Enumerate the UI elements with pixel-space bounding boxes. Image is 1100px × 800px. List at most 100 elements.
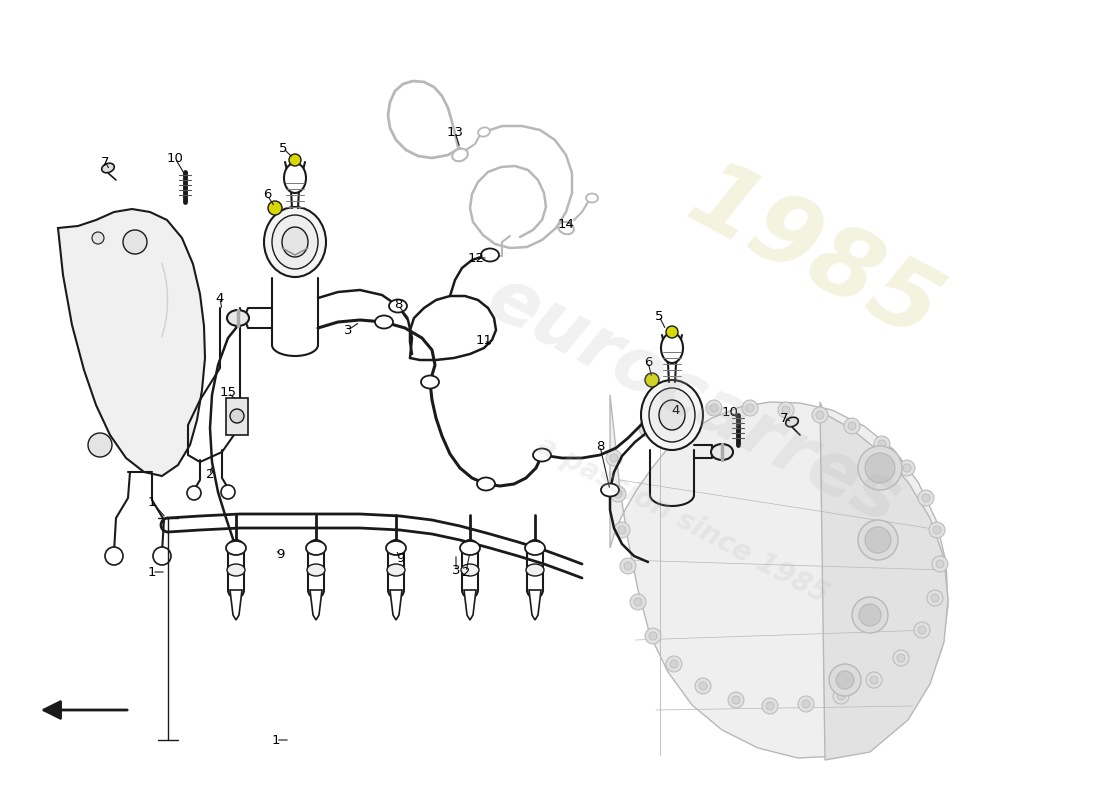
Ellipse shape xyxy=(386,541,406,555)
Circle shape xyxy=(837,692,845,700)
Text: 10: 10 xyxy=(166,151,184,165)
Circle shape xyxy=(932,556,948,572)
Circle shape xyxy=(852,597,888,633)
Circle shape xyxy=(836,671,854,689)
Text: 10: 10 xyxy=(722,406,738,418)
Text: 5: 5 xyxy=(654,310,663,322)
Circle shape xyxy=(230,409,244,423)
Circle shape xyxy=(896,654,905,662)
Circle shape xyxy=(899,460,915,476)
Circle shape xyxy=(153,547,170,565)
Circle shape xyxy=(614,522,630,538)
Ellipse shape xyxy=(389,299,407,313)
Circle shape xyxy=(742,400,758,416)
Circle shape xyxy=(870,676,878,684)
Circle shape xyxy=(746,404,754,412)
Circle shape xyxy=(606,450,621,466)
Polygon shape xyxy=(820,402,948,760)
Circle shape xyxy=(858,520,898,560)
Circle shape xyxy=(766,702,774,710)
Ellipse shape xyxy=(478,127,490,137)
Circle shape xyxy=(666,326,678,338)
Circle shape xyxy=(844,418,860,434)
Circle shape xyxy=(268,201,282,215)
Circle shape xyxy=(893,650,909,666)
Circle shape xyxy=(666,656,682,672)
Circle shape xyxy=(833,688,849,704)
Circle shape xyxy=(630,594,646,610)
Ellipse shape xyxy=(387,564,405,576)
Circle shape xyxy=(918,626,926,634)
Text: 1: 1 xyxy=(272,734,280,746)
Text: 7: 7 xyxy=(780,411,789,425)
Text: 4: 4 xyxy=(216,291,224,305)
Ellipse shape xyxy=(452,149,468,162)
Text: a passion since 1985: a passion since 1985 xyxy=(531,431,833,609)
Circle shape xyxy=(620,558,636,574)
Polygon shape xyxy=(390,590,402,620)
Circle shape xyxy=(878,440,886,448)
Text: 9: 9 xyxy=(276,547,284,561)
Ellipse shape xyxy=(282,227,308,257)
Polygon shape xyxy=(464,590,476,620)
Circle shape xyxy=(778,402,794,418)
Text: 4: 4 xyxy=(672,403,680,417)
Ellipse shape xyxy=(525,541,544,555)
Ellipse shape xyxy=(227,564,245,576)
Circle shape xyxy=(914,622,929,638)
Circle shape xyxy=(859,604,881,626)
Circle shape xyxy=(732,696,740,704)
Circle shape xyxy=(123,230,147,254)
Ellipse shape xyxy=(481,249,499,262)
Ellipse shape xyxy=(558,222,574,234)
Circle shape xyxy=(802,700,810,708)
Circle shape xyxy=(798,696,814,712)
Polygon shape xyxy=(230,590,242,620)
Circle shape xyxy=(698,682,707,690)
Text: 12: 12 xyxy=(468,251,484,265)
Circle shape xyxy=(671,403,689,421)
Circle shape xyxy=(187,486,201,500)
Ellipse shape xyxy=(586,194,598,202)
Ellipse shape xyxy=(264,207,326,277)
Text: 7: 7 xyxy=(101,155,109,169)
Ellipse shape xyxy=(227,310,249,326)
Ellipse shape xyxy=(101,163,114,173)
Ellipse shape xyxy=(659,400,685,430)
Text: 2: 2 xyxy=(206,469,214,482)
Ellipse shape xyxy=(375,315,393,329)
Circle shape xyxy=(706,400,722,416)
Polygon shape xyxy=(226,398,248,435)
Ellipse shape xyxy=(526,564,544,576)
Circle shape xyxy=(936,560,944,568)
Circle shape xyxy=(829,664,861,696)
Ellipse shape xyxy=(226,541,246,555)
Circle shape xyxy=(610,486,626,502)
Text: 6: 6 xyxy=(263,189,272,202)
Ellipse shape xyxy=(661,333,683,363)
Text: 1985: 1985 xyxy=(673,151,955,361)
Text: 1: 1 xyxy=(147,566,156,578)
Ellipse shape xyxy=(641,380,703,450)
Text: 8: 8 xyxy=(394,298,403,311)
Circle shape xyxy=(918,490,934,506)
Circle shape xyxy=(639,419,657,437)
Polygon shape xyxy=(58,209,205,476)
Ellipse shape xyxy=(307,564,324,576)
Text: 9: 9 xyxy=(396,551,404,565)
Text: 5: 5 xyxy=(278,142,287,154)
Circle shape xyxy=(645,373,659,387)
Circle shape xyxy=(816,411,824,419)
Circle shape xyxy=(874,436,890,452)
Polygon shape xyxy=(529,590,541,620)
Circle shape xyxy=(289,154,301,166)
Circle shape xyxy=(812,407,828,423)
Circle shape xyxy=(695,678,711,694)
Ellipse shape xyxy=(477,478,495,490)
Circle shape xyxy=(728,692,744,708)
Circle shape xyxy=(645,628,661,644)
Circle shape xyxy=(614,490,622,498)
Ellipse shape xyxy=(461,564,478,576)
Ellipse shape xyxy=(421,375,439,389)
Circle shape xyxy=(710,404,718,412)
